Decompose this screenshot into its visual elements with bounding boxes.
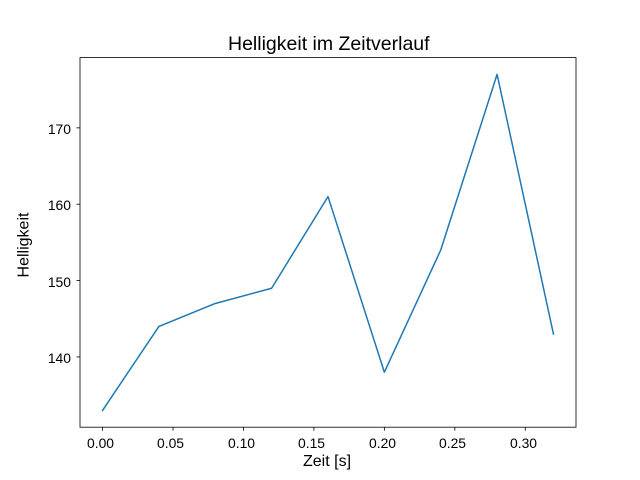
svg-text:Helligkeit: Helligkeit — [16, 212, 33, 277]
